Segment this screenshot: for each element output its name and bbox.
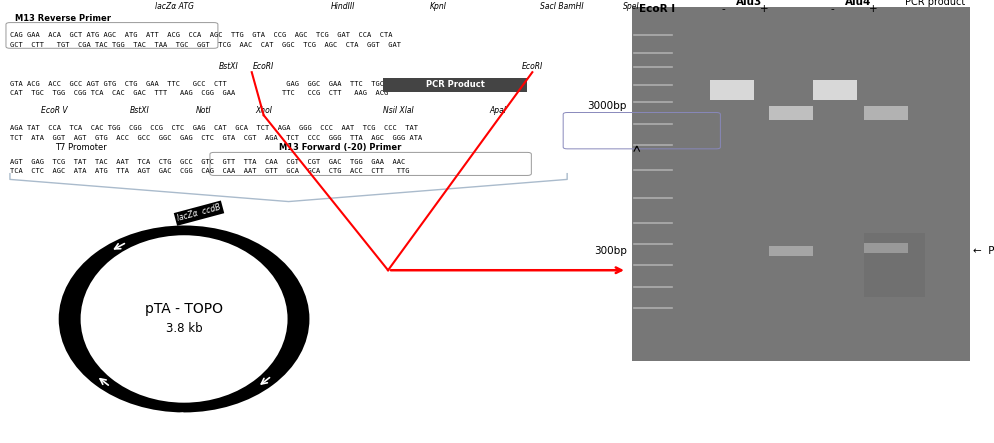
Text: NotI: NotI	[196, 106, 212, 115]
Bar	[863, 233, 924, 297]
Text: -: -	[830, 4, 834, 14]
Text: HindIII: HindIII	[331, 2, 355, 11]
Text: -: -	[721, 4, 725, 14]
Bar	[631, 7, 969, 361]
Bar	[863, 243, 907, 253]
Ellipse shape	[59, 225, 309, 412]
Text: KpnI: KpnI	[428, 2, 446, 11]
Bar	[383, 78, 527, 92]
Bar	[812, 80, 856, 100]
Text: +: +	[869, 4, 877, 14]
Text: M13 Forward (-20) Primer: M13 Forward (-20) Primer	[278, 143, 401, 152]
Text: BstXI: BstXI	[129, 106, 149, 115]
Text: M13 Reverse Primer: M13 Reverse Primer	[15, 14, 110, 23]
Text: lacZα  ccdB: lacZα ccdB	[176, 203, 222, 223]
Text: KanR: KanR	[308, 350, 322, 368]
Text: TCT  ATA  GGT  AGT  GTG  ACC  GCC  GGC  GAG  CTC  GTA  CGT  AGA  TCT  CCC  GGG  : TCT ATA GGT AGT GTG ACC GCC GGC GAG CTC …	[10, 135, 421, 141]
Text: NsiI XlaI: NsiI XlaI	[383, 106, 413, 115]
Text: TCA  CTC  AGC  ATA  ATG  TTA  AGT  GAC  CGG  CAG  CAA  AAT  GTT  GCA  GCA  CTG  : TCA CTC AGC ATA ATG TTA AGT GAC CGG CAG …	[10, 168, 410, 175]
Text: GCT  CTT   TGT  CGA TAC TGG  TAC  TAA  TGC  GGT  TCG  AAC  CAT  GGC  TCG  AGC  C: GCT CTT TGT CGA TAC TGG TAC TAA TGC GGT …	[10, 42, 401, 48]
Text: +: +	[759, 4, 767, 14]
Text: CAT  TGC  TGG  CGG TCA  CAC  GAC  TTT   AAG  CGG  GAA           TTC   CCG  CTT  : CAT TGC TGG CGG TCA CAC GAC TTT AAG CGG …	[10, 90, 388, 97]
Text: ←  PCR product: ← PCR product	[972, 246, 994, 256]
Text: 3000bp: 3000bp	[586, 101, 626, 111]
Text: pTA - TOPO: pTA - TOPO	[145, 302, 223, 316]
Text: EcoRI: EcoRI	[252, 62, 274, 71]
Text: 3.8 kb: 3.8 kb	[166, 322, 202, 335]
Text: Alu3: Alu3	[736, 0, 761, 7]
Bar	[768, 246, 812, 256]
Text: EcoRI: EcoRI	[521, 62, 543, 71]
Text: CAG GAA  ACA  GCT ATG AGC  ATG  ATT  ACG  CCA  AGC  TTG  GTA  CCG  AGC  TCG  GAT: CAG GAA ACA GCT ATG AGC ATG ATT ACG CCA …	[10, 32, 392, 39]
Text: XhoI: XhoI	[254, 106, 272, 115]
Text: pUC ori: pUC ori	[52, 288, 60, 315]
Text: AGT  GAG  TCG  TAT  TAC  AAT  TCA  CTG  GCC  GTC  GTT  TTA  CAA  CGT  CGT  GAC  : AGT GAG TCG TAT TAC AAT TCA CTG GCC GTC …	[10, 159, 405, 165]
Text: PCR Product: PCR Product	[425, 80, 484, 89]
Bar	[709, 80, 752, 100]
Text: GTA ACG  ACC  GCC AGT GTG  CTG  GAA  TTC   GCC  CTT              GAG  GGC  GAA  : GTA ACG ACC GCC AGT GTG CTG GAA TTC GCC …	[10, 81, 384, 87]
Text: EcoR I: EcoR I	[638, 4, 674, 14]
Bar	[863, 106, 907, 120]
Text: BstXI: BstXI	[219, 62, 239, 71]
Text: SacI BamHI: SacI BamHI	[540, 2, 583, 11]
Text: ApaI: ApaI	[488, 106, 506, 115]
Text: 300bp: 300bp	[593, 246, 626, 256]
Bar	[768, 106, 812, 120]
Text: lacZα ATG: lacZα ATG	[154, 2, 194, 11]
Text: AGA TAT  CCA  TCA  CAC TGG  CGG  CCG  CTC  GAG  CAT  GCA  TCT  AGA  GGG  CCC  AA: AGA TAT CCA TCA CAC TGG CGG CCG CTC GAG …	[10, 125, 417, 132]
Text: Alu4: Alu4	[844, 0, 870, 7]
Text: PCR product: PCR product	[905, 0, 964, 7]
Text: T7 Promoter: T7 Promoter	[55, 143, 106, 152]
Text: EcoR V: EcoR V	[42, 106, 68, 115]
Text: AmpR: AmpR	[163, 412, 185, 420]
Ellipse shape	[81, 235, 287, 403]
Text: SpeI: SpeI	[623, 2, 639, 11]
